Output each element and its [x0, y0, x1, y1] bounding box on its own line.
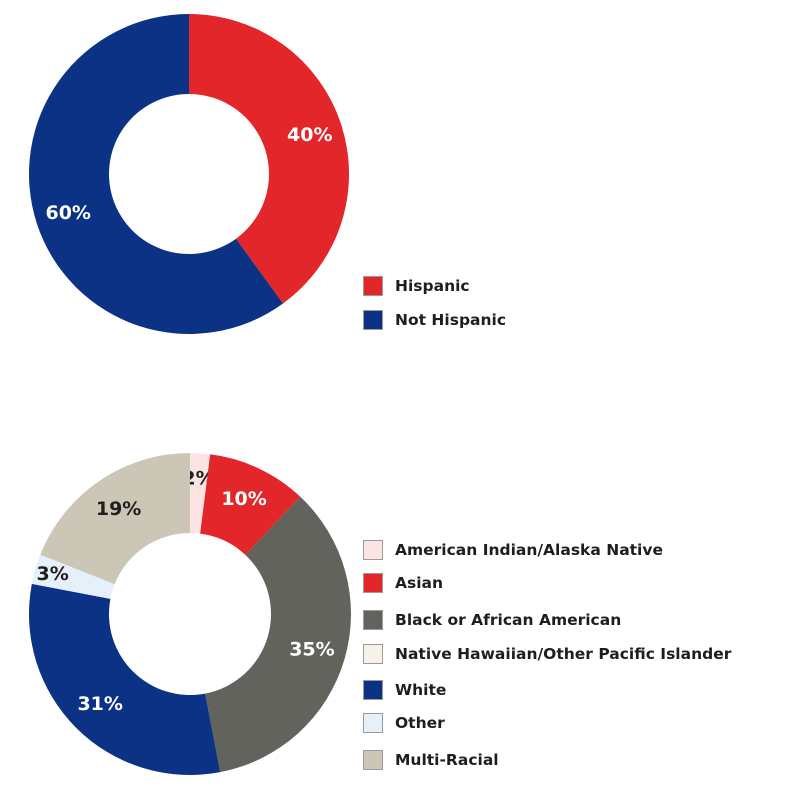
race-donut-chart: 2%10%35%31%3%19% [28, 453, 351, 776]
slice-white [28, 583, 221, 776]
legend-label: Multi-Racial [395, 751, 499, 769]
legend-label: Other [395, 714, 445, 732]
slice-label-black-or-african-american: 35% [289, 638, 334, 660]
legend-swatch [363, 276, 383, 296]
slice-black-or-african-american [205, 496, 351, 773]
slice-hispanic [189, 14, 350, 304]
legend-swatch [363, 644, 383, 664]
slice-label-white: 31% [77, 693, 122, 715]
legend-swatch [363, 310, 383, 330]
slice-label-not-hispanic: 60% [45, 202, 90, 224]
legend-swatch [363, 540, 383, 560]
legend-label: Hispanic [395, 277, 470, 295]
legend-label: Asian [395, 574, 444, 592]
legend-label: Black or African American [395, 611, 622, 629]
slice-multi-racial [40, 453, 190, 585]
slice-american-indian-alaska-native [190, 453, 211, 534]
slice-not-hispanic [29, 14, 284, 334]
legend-label: American Indian/Alaska Native [395, 541, 663, 559]
legend-label: White [395, 681, 447, 699]
slice-asian [200, 454, 301, 555]
slice-label-multi-racial: 19% [96, 498, 141, 520]
legend-label: Native Hawaiian/Other Pacific Islander [395, 645, 732, 663]
legend-label: Not Hispanic [395, 311, 507, 329]
slice-label-hispanic: 40% [287, 124, 332, 146]
legend-swatch [363, 680, 383, 700]
legend-swatch [363, 610, 383, 630]
slice-label-other: 3% [37, 563, 69, 585]
legend-swatch [363, 750, 383, 770]
slice-label-asian: 10% [221, 488, 266, 510]
slice-other [31, 554, 115, 599]
legend-swatch [363, 713, 383, 733]
ethnicity-donut-chart: 40% 60% [29, 14, 350, 334]
legend-swatch [363, 573, 383, 593]
